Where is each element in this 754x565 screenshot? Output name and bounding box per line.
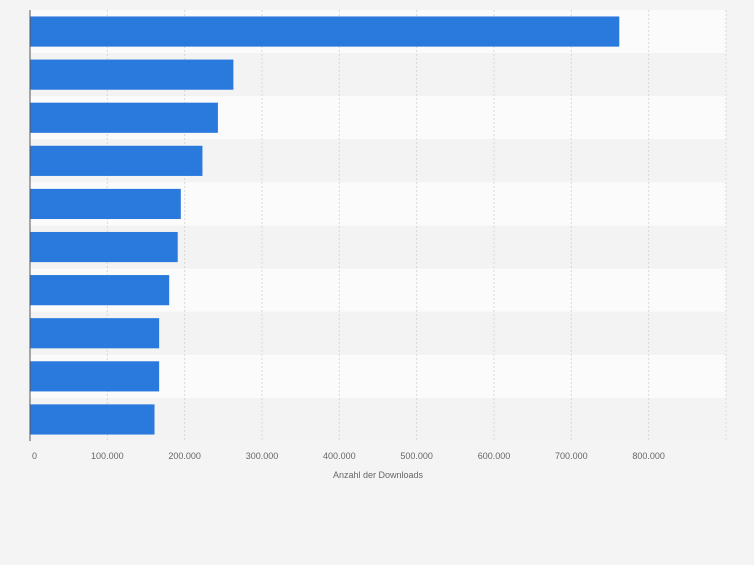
x-tick-label: 0 xyxy=(32,451,37,461)
bar[interactable] xyxy=(30,404,155,435)
bar[interactable] xyxy=(30,231,178,263)
x-tick-label: 500.000 xyxy=(400,451,433,461)
bar[interactable] xyxy=(30,318,160,349)
x-tick-label: 100.000 xyxy=(91,451,124,461)
bar[interactable] xyxy=(30,16,620,47)
x-tick-label: 800.000 xyxy=(632,451,665,461)
bar[interactable] xyxy=(30,275,170,306)
bars xyxy=(30,16,620,435)
x-tick-label: 300.000 xyxy=(246,451,279,461)
bar[interactable] xyxy=(30,59,234,90)
x-tick-label: 600.000 xyxy=(478,451,511,461)
bar[interactable] xyxy=(30,145,203,176)
x-tick-label: 400.000 xyxy=(323,451,356,461)
bar[interactable] xyxy=(30,102,218,133)
bar[interactable] xyxy=(30,361,160,392)
x-tick-labels: 0 100.000 200.000 300.000 400.000 500.000 600.… xyxy=(32,451,665,461)
x-tick-label: 200.000 xyxy=(168,451,201,461)
x-axis-label: Anzahl der Downloads xyxy=(333,470,424,480)
x-tick-label: 700.000 xyxy=(555,451,588,461)
bar[interactable] xyxy=(30,188,181,220)
